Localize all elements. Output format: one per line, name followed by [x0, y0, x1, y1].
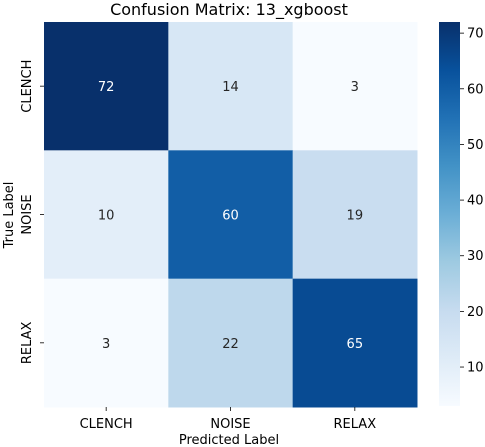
heatmap-cell	[44, 278, 169, 408]
y-tick-label: NOISE	[20, 194, 35, 234]
cell-value-label: 60	[222, 208, 239, 223]
heatmap-cells	[44, 22, 418, 408]
y-tick-label: CLENCH	[20, 60, 35, 113]
colorbar-tick-label: 50	[467, 138, 484, 153]
colorbar-tick-label: 60	[467, 82, 484, 97]
heatmap-cell	[168, 150, 294, 280]
x-tick-label: RELAX	[334, 417, 377, 432]
cell-value-label: 3	[102, 337, 110, 352]
colorbar-ticks: 10 20 30 40 50 60 70	[460, 27, 484, 376]
heatmap-cell	[44, 150, 169, 280]
chart-title: Confusion Matrix: 13_xgboost	[110, 0, 348, 20]
cell-value-label: 65	[347, 337, 364, 352]
cell-value-label: 10	[98, 208, 115, 223]
y-tick-label: RELAX	[20, 321, 35, 364]
cell-value-label: 22	[222, 337, 239, 352]
colorbar-tick-label: 70	[467, 27, 484, 42]
x-axis-ticks: CLENCH NOISE RELAX	[80, 406, 377, 432]
cell-value-label: 3	[351, 80, 359, 95]
y-axis-label: True Label	[2, 182, 17, 250]
heatmap-cell	[44, 22, 169, 151]
heatmap-cell-labels: 72 14 3 10 60 19 3 22 65	[98, 80, 363, 352]
heatmap-cell	[168, 278, 294, 408]
cell-value-label: 14	[222, 80, 239, 95]
x-tick-label: NOISE	[210, 417, 250, 432]
colorbar	[439, 22, 460, 406]
x-tick-label: CLENCH	[80, 417, 133, 432]
colorbar-tick-label: 40	[467, 194, 484, 209]
colorbar-tick-label: 10	[467, 361, 484, 376]
heatmap-cell	[292, 278, 418, 408]
heatmap-cell	[168, 22, 294, 151]
heatmap-cell	[292, 150, 418, 280]
cell-value-label: 19	[347, 208, 364, 223]
colorbar-tick-label: 30	[467, 249, 484, 264]
cell-value-label: 72	[98, 80, 115, 95]
y-axis-ticks: CLENCH NOISE RELAX	[20, 60, 44, 364]
colorbar-tick-label: 20	[467, 305, 484, 320]
heatmap-cell	[292, 22, 418, 151]
x-axis-label: Predicted Label	[179, 433, 279, 447]
